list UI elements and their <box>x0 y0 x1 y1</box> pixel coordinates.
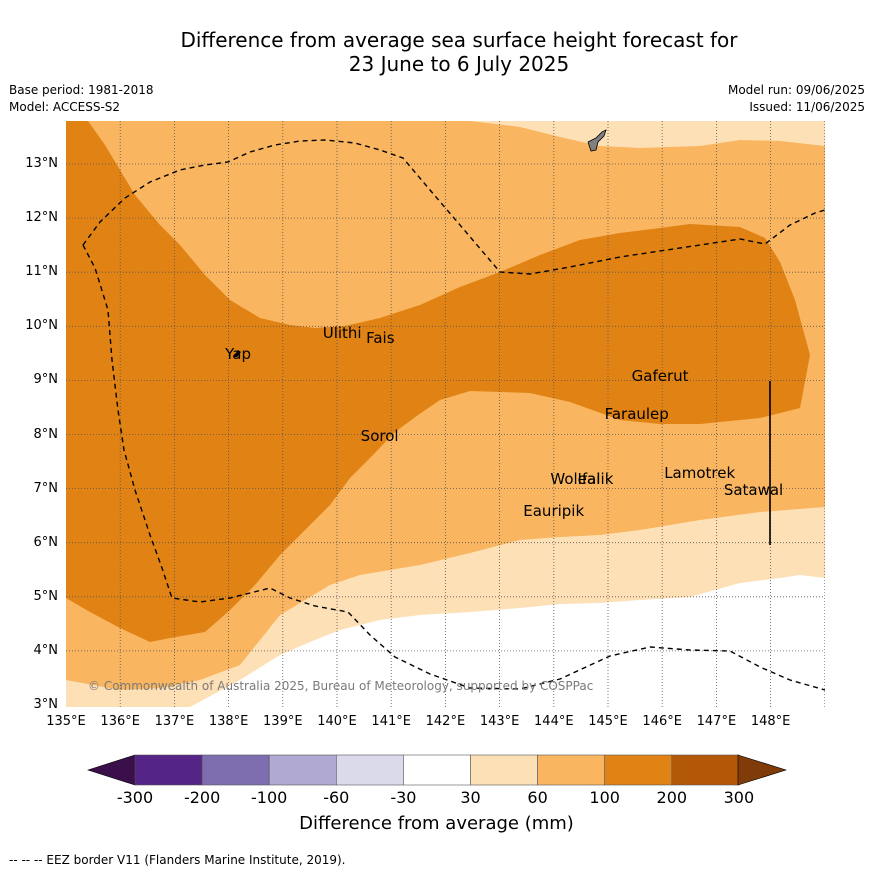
map-area <box>66 121 825 707</box>
colorbar-extend-low <box>87 754 136 786</box>
place-label: Yap <box>225 345 251 364</box>
latitude-tick-label: 6°N <box>33 534 59 550</box>
longitude-tick-label: 147°E <box>696 714 737 729</box>
colorbar-tick-label: -100 <box>251 788 288 807</box>
model-text: Model: ACCESS-S2 <box>9 100 121 114</box>
colorbar-tick-label: 200 <box>656 788 688 807</box>
colorbar-cell <box>671 754 740 786</box>
colorbar-tick-label: 300 <box>723 788 755 807</box>
colorbar-cell <box>268 754 337 786</box>
colorbar-cell <box>470 754 538 786</box>
colorbar-cells <box>134 754 740 786</box>
colorbar-tick-label: 30 <box>460 788 481 807</box>
colorbar-cell <box>134 754 203 786</box>
latitude-tick-label: 11°N <box>25 264 58 280</box>
latitude-tick-label: 4°N <box>33 642 59 658</box>
grid-lines <box>66 121 825 707</box>
colorbar-tick-label: -300 <box>116 788 154 807</box>
place-label: Sorol <box>360 426 399 445</box>
band-100-200 <box>66 121 810 642</box>
place-label: Ulithi <box>322 323 362 342</box>
title-line-2: 23 June to 6 July 2025 <box>348 52 570 76</box>
latitude-tick-label: 3°N <box>33 697 59 712</box>
model-run-text: Model run: 09/06/2025 <box>727 83 865 97</box>
copyright-text: © Commonwealth of Australia 2025, Bureau… <box>88 679 594 693</box>
latitude-tick-label: 12°N <box>25 210 58 226</box>
colorbar-cell <box>335 754 404 786</box>
guam-landmass <box>587 129 607 152</box>
meta-left: Base period: 1981-2018 Model: ACCESS-S2 <box>9 82 154 116</box>
latitude-tick-label: 10°N <box>25 318 58 334</box>
colorbar-cell <box>604 754 673 786</box>
longitude-tick-label: 135°E <box>46 714 86 729</box>
latitude-tick-label: 7°N <box>33 480 59 496</box>
meta-right: Model run: 09/06/2025 Issued: 11/06/2025 <box>728 82 865 116</box>
colorbar-label: Difference from average (mm) <box>299 813 574 834</box>
longitude-tick-label: 141°E <box>371 714 411 729</box>
colorbar-tick-label: -60 <box>323 788 350 807</box>
longitude-tick-label: 140°E <box>317 714 357 729</box>
colorbar-tick-label: -200 <box>183 788 221 807</box>
longitude-tick-label: 137°E <box>154 714 195 729</box>
longitude-tick-label: 145°E <box>588 714 628 729</box>
longitude-tick-label: 142°E <box>425 714 466 729</box>
issued-text: Issued: 11/06/2025 <box>749 100 865 114</box>
colorbar-tick-label: 60 <box>527 788 548 807</box>
longitude-tick-label: 138°E <box>208 714 249 729</box>
colorbar-cell <box>201 754 270 786</box>
longitude-tick-label: 146°E <box>642 714 682 729</box>
longitude-tick-label: 144°E <box>534 714 574 729</box>
map-title: Difference from average sea surface heig… <box>0 28 873 76</box>
place-label: Eauripik <box>523 502 585 521</box>
longitude-tick-label: 136°E <box>100 714 140 729</box>
latitude-tick-label: 8°N <box>33 426 59 442</box>
latitude-tick-label: 13°N <box>25 156 58 171</box>
place-label: Fais <box>366 329 395 348</box>
longitude-tick-label: 143°E <box>479 714 520 729</box>
band-30-60-north <box>470 121 825 148</box>
colorbar <box>87 754 788 786</box>
yap-landmass <box>233 350 241 357</box>
latitude-tick-label: 9°N <box>33 372 59 388</box>
latitude-tick-label: 5°N <box>33 588 59 604</box>
longitude-tick-label: 139°E <box>263 714 303 729</box>
place-label: Faraulep <box>604 404 669 423</box>
title-line-1: Difference from average sea surface heig… <box>180 28 738 52</box>
eez-border-north <box>82 139 825 275</box>
place-label: Lamotrek <box>664 464 736 483</box>
colorbar-tick-label: 100 <box>589 788 620 807</box>
place-label: Satawal <box>723 480 784 499</box>
place-label: Ifalik <box>577 469 614 488</box>
longitude-tick-label: 148°E <box>750 714 791 729</box>
colorbar-extend-high <box>737 754 788 786</box>
place-label: Gaferut <box>631 366 689 385</box>
colorbar-cell <box>403 754 471 786</box>
base-period-text: Base period: 1981-2018 <box>9 83 154 97</box>
colorbar-cell <box>537 754 605 786</box>
band-neutral <box>66 575 825 707</box>
place-label: Woleai <box>550 469 601 488</box>
colorbar-tick-label: -30 <box>390 788 417 807</box>
eez-legend-footnote: -- -- -- EEZ border V11 (Flanders Marine… <box>9 853 346 867</box>
